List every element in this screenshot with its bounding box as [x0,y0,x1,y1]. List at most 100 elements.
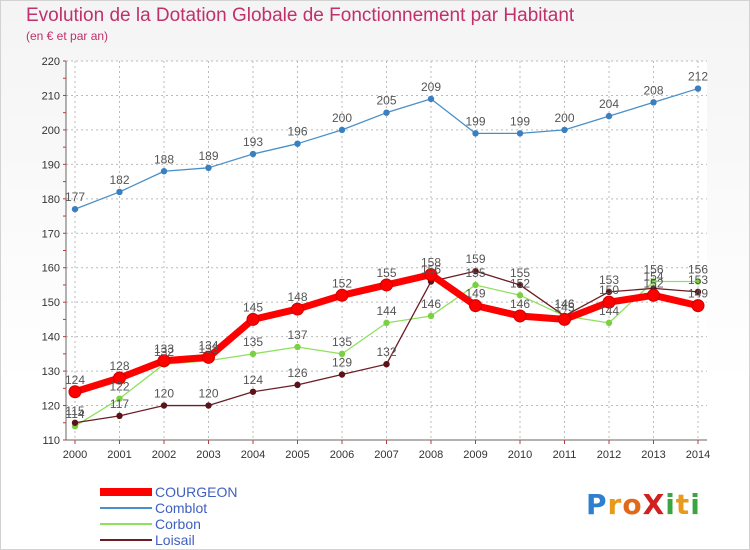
data-point [383,361,390,368]
data-label: 189 [198,149,218,163]
x-tick-label: 2012 [597,449,621,461]
data-label: 208 [643,83,663,97]
data-label: 152 [332,276,352,290]
data-label: 149 [465,287,485,301]
y-tick-label: 170 [42,228,60,240]
data-point [427,312,435,320]
y-tick-label: 120 [42,401,60,413]
data-label: 188 [154,152,174,166]
logo-letter: o [622,488,643,521]
data-label: 122 [109,380,129,394]
logo-letter: i [690,488,701,521]
data-label: 150 [599,283,619,297]
data-label: 117 [110,397,129,411]
data-point [691,299,705,313]
data-point [338,350,346,358]
data-point [650,99,657,106]
data-point [116,412,123,420]
data-point [602,295,616,309]
data-point [205,402,212,409]
data-label: 135 [243,335,263,349]
data-label: 156 [688,263,708,277]
y-tick-label: 140 [42,332,60,344]
data-label: 193 [243,135,263,149]
data-label: 159 [465,252,485,266]
data-label: 153 [599,273,619,287]
data-label: 133 [154,342,174,356]
data-label: 120 [154,387,174,401]
data-label: 155 [465,266,485,280]
data-label: 199 [465,114,485,128]
data-point [335,288,349,302]
logo-letter: i [665,488,676,521]
data-label: 137 [287,328,307,342]
x-tick-label: 2001 [107,449,131,461]
data-label: 146 [510,297,530,311]
data-label: 154 [643,269,663,283]
legend-label: Corbon [155,516,201,532]
data-point [383,319,390,327]
data-point [113,371,126,385]
data-point [605,288,613,296]
y-tick-label: 210 [42,90,60,102]
data-point [516,130,524,137]
data-label: 114 [65,407,84,421]
data-label: 145 [243,300,263,314]
data-point [202,350,215,364]
data-label: 200 [332,111,352,125]
data-label: 200 [554,111,574,125]
data-label: 132 [376,345,396,359]
data-point [205,164,212,172]
data-label: 158 [421,256,441,270]
data-point [380,278,393,292]
data-label: 153 [688,273,708,287]
data-point [513,309,527,323]
data-point [116,188,123,196]
data-label: 196 [287,125,307,139]
data-label: 115 [65,404,84,418]
x-tick-label: 2014 [686,449,710,461]
data-label: 212 [688,70,708,84]
data-label: 135 [332,335,352,349]
legend-label: Loisail [155,532,195,548]
data-label: 124 [65,373,85,387]
data-point [605,112,613,120]
data-point [249,388,257,395]
data-label: 134 [198,338,218,352]
data-point [294,343,301,351]
data-label: 132 [154,345,174,359]
data-label: 205 [376,94,396,108]
data-label: 156 [421,263,441,277]
x-tick-label: 2004 [241,449,265,461]
logo-letter: r [607,488,623,521]
data-label: 124 [243,373,263,387]
data-label: 146 [421,297,441,311]
x-tick-label: 2007 [374,449,398,461]
data-label: 133 [198,342,218,356]
data-point [291,302,304,316]
data-label: 146 [554,297,574,311]
data-point [647,288,660,302]
x-tick-label: 2000 [63,449,87,461]
data-point [160,402,168,409]
x-tick-label: 2011 [553,449,577,461]
data-label: 146 [554,297,574,311]
data-label: 144 [599,304,619,318]
data-point [558,312,571,326]
data-point [516,281,524,289]
data-point [472,267,479,275]
chart-subtitle: (en € et par an) [26,29,109,43]
data-point [249,150,257,158]
data-label: 177 [65,190,85,204]
data-point [694,85,702,92]
data-label: 155 [510,266,530,280]
data-point [472,281,479,289]
chart-title: Evolution de la Dotation Globale de Fonc… [26,5,575,26]
x-tick-label: 2003 [196,449,220,461]
data-point [516,292,524,299]
data-point [294,381,301,389]
data-point [338,371,346,378]
data-point [427,95,435,103]
data-label: 209 [421,80,441,94]
